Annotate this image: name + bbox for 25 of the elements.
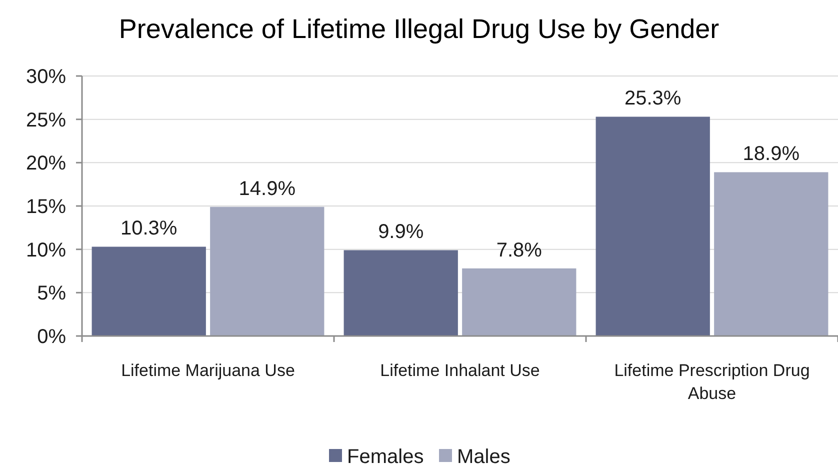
x-tick-label: Lifetime Marijuana Use: [121, 361, 295, 380]
y-tick-label: 20%: [26, 152, 66, 175]
data-label: 25.3%: [624, 88, 682, 110]
y-tick-label: 25%: [26, 109, 66, 132]
y-tick-label: 0%: [37, 326, 66, 348]
x-tick-label: Lifetime Inhalant Use: [380, 361, 540, 380]
bar: [92, 246, 206, 336]
legend-label: Males: [457, 446, 510, 466]
y-tick-label: 10%: [26, 239, 66, 262]
bar: [596, 116, 710, 336]
legend-label: Females: [347, 446, 424, 466]
x-tick-label: Lifetime Prescription Drug Abuse: [614, 361, 810, 403]
data-label: 9.9%: [378, 221, 424, 244]
data-label: 18.9%: [742, 143, 800, 166]
y-tick-label: 15%: [26, 196, 66, 218]
data-label: 14.9%: [238, 178, 296, 200]
bar: [210, 206, 324, 336]
y-tick-label: 30%: [26, 66, 66, 88]
bar: [344, 250, 458, 336]
chart-title: Prevalence of Lifetime Illegal Drug Use by Gender: [118, 14, 720, 44]
bar: [462, 268, 576, 336]
data-label: 10.3%: [120, 218, 178, 240]
bar: [714, 172, 828, 336]
data-label: 7.8%: [496, 239, 542, 262]
y-tick-label: 5%: [37, 282, 66, 305]
